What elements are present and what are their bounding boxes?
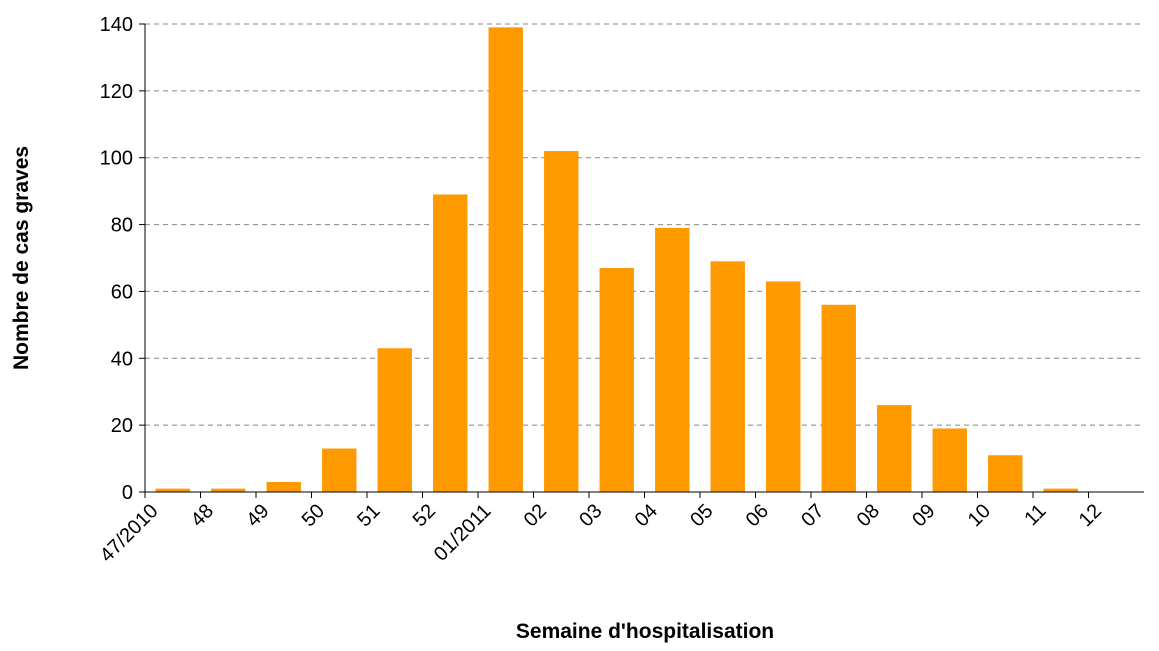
y-tick-label: 80: [111, 215, 133, 237]
x-tick-label: 01/2011: [430, 500, 496, 566]
x-axis-title: Semaine d'hospitalisation: [516, 620, 774, 643]
x-tick-label: 52: [409, 500, 440, 531]
y-tick-label: 60: [111, 281, 133, 303]
bar: [544, 151, 579, 492]
x-tick-label: 07: [797, 500, 828, 531]
x-tick-label: 08: [853, 500, 884, 531]
bar: [599, 268, 634, 492]
x-tick-label: 50: [298, 500, 329, 531]
bar: [155, 488, 190, 492]
bar: [377, 348, 412, 492]
x-tick-label: 05: [686, 500, 717, 531]
bar: [655, 227, 690, 492]
x-tick-label: 04: [631, 500, 662, 531]
x-tick-label: 11: [1020, 500, 1050, 530]
y-tick-label: 0: [122, 482, 133, 504]
bar: [488, 27, 523, 492]
bar: [988, 455, 1023, 492]
y-tick-label: 120: [100, 81, 133, 103]
x-tick-label: 02: [520, 500, 551, 531]
x-tick-label: 03: [575, 500, 606, 531]
bar: [877, 405, 912, 492]
y-axis-title: Nombre de cas graves: [10, 146, 33, 370]
x-tick-label: 51: [353, 500, 384, 531]
bar: [433, 194, 468, 492]
bar: [266, 481, 301, 492]
y-tick-label: 100: [100, 148, 133, 170]
x-tick-label: 49: [242, 500, 273, 531]
y-tick-label: 20: [111, 415, 133, 437]
x-tick-label: 48: [187, 500, 218, 531]
x-tick-label: 12: [1075, 500, 1106, 531]
bar: [932, 428, 967, 492]
x-tick-label: 10: [964, 500, 995, 531]
bar: [821, 304, 856, 492]
bar: [1043, 488, 1078, 492]
x-tick-label: 06: [742, 500, 773, 531]
y-tick-label: 40: [111, 348, 133, 370]
y-tick-label: 140: [100, 14, 133, 36]
x-tick-label: 09: [908, 500, 939, 531]
x-tick-label: 47/2010: [96, 500, 163, 567]
bar: [710, 261, 745, 492]
bar: [322, 448, 357, 492]
bar: [211, 488, 246, 492]
bar: [766, 281, 801, 492]
